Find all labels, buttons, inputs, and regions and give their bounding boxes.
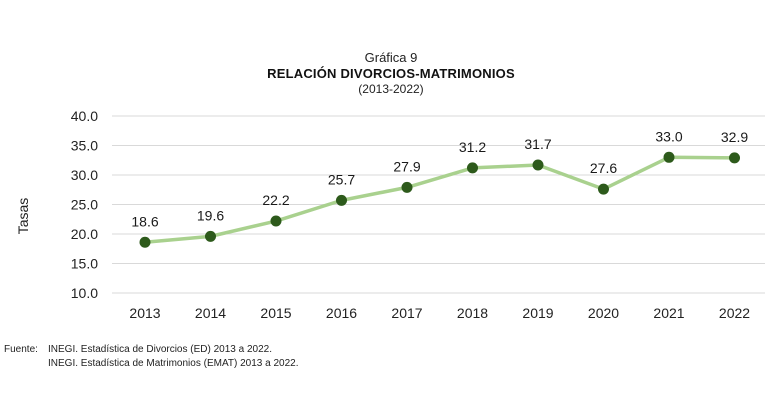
data-label: 22.2	[262, 192, 289, 208]
x-tick-label: 2022	[719, 305, 750, 321]
x-tick-label: 2016	[326, 305, 357, 321]
source-line-2: INEGI. Estadística de Matrimonios (EMAT)…	[48, 358, 299, 369]
y-tick-label: 10.0	[71, 285, 98, 301]
x-tick-label: 2015	[260, 305, 291, 321]
data-label: 32.9	[721, 129, 748, 145]
data-label: 31.2	[459, 139, 486, 155]
data-point	[270, 215, 282, 227]
data-point	[336, 194, 347, 206]
data-point	[467, 162, 478, 174]
chart-header: Gráfica 9 RELACIÓN DIVORCIOS-MATRIMONIOS…	[0, 50, 768, 97]
data-point	[598, 183, 609, 195]
y-tick-label: 30.0	[71, 167, 98, 183]
data-point	[729, 152, 740, 164]
chart-subtitle: (2013-2022)	[358, 82, 424, 96]
x-tick-label: 2017	[391, 305, 422, 321]
x-tick-label: 2014	[195, 305, 226, 321]
source-line-1: INEGI. Estadística de Divorcios (ED) 201…	[48, 344, 272, 355]
y-tick-label: 35.0	[71, 138, 98, 154]
data-point	[401, 181, 413, 193]
data-label: 27.9	[393, 158, 420, 174]
data-label: 31.7	[524, 136, 551, 152]
x-tick-label: 2013	[129, 305, 160, 321]
y-tick-label: 40.0	[71, 108, 98, 124]
data-point	[205, 230, 216, 242]
x-tick-label: 2019	[522, 305, 553, 321]
chart-title: RELACIÓN DIVORCIOS-MATRIMONIOS	[267, 66, 515, 81]
x-tick-label: 2018	[457, 305, 488, 321]
data-point	[532, 159, 544, 171]
chart-kicker: Gráfica 9	[364, 50, 418, 65]
data-label: 33.0	[655, 128, 682, 144]
data-label: 18.6	[131, 213, 158, 229]
series-line	[143, 155, 737, 245]
data-label: 27.6	[590, 160, 617, 176]
y-tick-label: 20.0	[71, 226, 98, 242]
data-label: 25.7	[328, 171, 355, 187]
source-note: Fuente: INEGI. Estadística de Divorcios (…	[4, 343, 298, 371]
line-chart: 10.0 15.0 20.0 25.0 30.0 35.0 40.0 Tasas 2013 201…	[15, 108, 765, 321]
y-tick-label: 15.0	[71, 256, 98, 272]
x-tick-label: 2020	[588, 305, 619, 321]
y-tick-label: 25.0	[71, 197, 98, 213]
data-label: 19.6	[197, 207, 224, 223]
x-tick-label: 2021	[653, 305, 684, 321]
y-axis-label: Tasas	[15, 198, 31, 235]
data-point	[663, 151, 675, 163]
data-point	[139, 236, 151, 248]
source-label: Fuente:	[4, 344, 38, 355]
